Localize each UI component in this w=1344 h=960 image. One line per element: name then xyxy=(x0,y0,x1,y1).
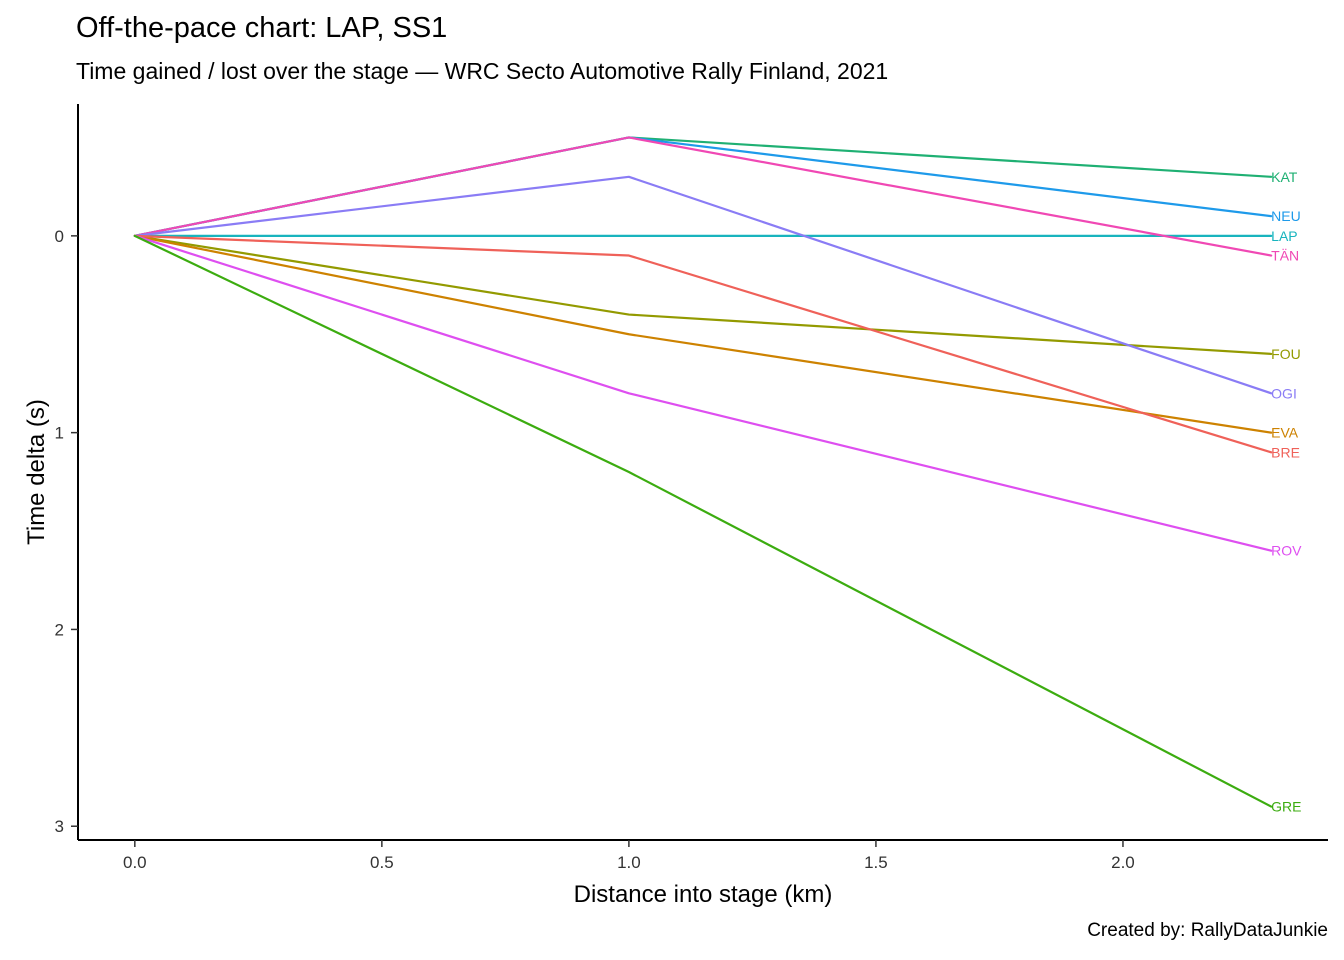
chart-caption: Created by: RallyDataJunkie xyxy=(1087,920,1328,941)
series-line-neu xyxy=(133,136,1273,237)
end-labels-layer: KAT NEU LAP TÄN FOU OGI EVA BRE ROV GRE xyxy=(1271,169,1302,815)
series-line-rov xyxy=(133,234,1273,552)
series-label-kat: KAT xyxy=(1271,169,1298,185)
x-tick-label: 1.0 xyxy=(617,853,641,872)
series-label-ogi: OGI xyxy=(1271,385,1297,401)
series-line-ogi xyxy=(133,175,1273,395)
series-label-neu: NEU xyxy=(1271,208,1301,224)
series-label-lap: LAP xyxy=(1271,228,1297,244)
y-axis-title: Time delta (s) xyxy=(23,399,50,545)
series-line-gre xyxy=(133,234,1273,808)
series-label-fou: FOU xyxy=(1271,346,1301,362)
series-label-eva: EVA xyxy=(1271,425,1299,441)
x-tick-label: 1.5 xyxy=(864,853,888,872)
series-label-bre: BRE xyxy=(1271,444,1300,460)
series-layer xyxy=(133,136,1273,808)
series-label-gre: GRE xyxy=(1271,799,1301,815)
series-label-tan: TÄN xyxy=(1271,248,1299,264)
series-line-tan xyxy=(133,136,1273,257)
x-axis-title: Distance into stage (km) xyxy=(574,881,833,908)
x-tick-label: 0.0 xyxy=(123,853,147,872)
series-line-kat xyxy=(133,136,1273,237)
y-tick-label: 1 xyxy=(55,424,64,443)
y-tick-label: 2 xyxy=(55,620,64,639)
series-line-eva xyxy=(133,234,1273,434)
y-tick-label: 3 xyxy=(55,817,64,836)
chart-subtitle: Time gained / lost over the stage — WRC … xyxy=(76,58,889,84)
axes-layer xyxy=(77,104,1328,841)
chart-title: Off-the-pace chart: LAP, SS1 xyxy=(76,12,448,44)
x-tick-label: 0.5 xyxy=(370,853,394,872)
series-label-rov: ROV xyxy=(1271,543,1302,559)
series-line-bre xyxy=(133,234,1273,454)
series-line-fou xyxy=(133,234,1273,356)
x-tick-label: 2.0 xyxy=(1111,853,1135,872)
y-tick-label: 0 xyxy=(55,227,64,246)
ticks-layer: 0.0 0.5 1.0 1.5 2.0 0 1 2 3 xyxy=(55,227,1135,872)
